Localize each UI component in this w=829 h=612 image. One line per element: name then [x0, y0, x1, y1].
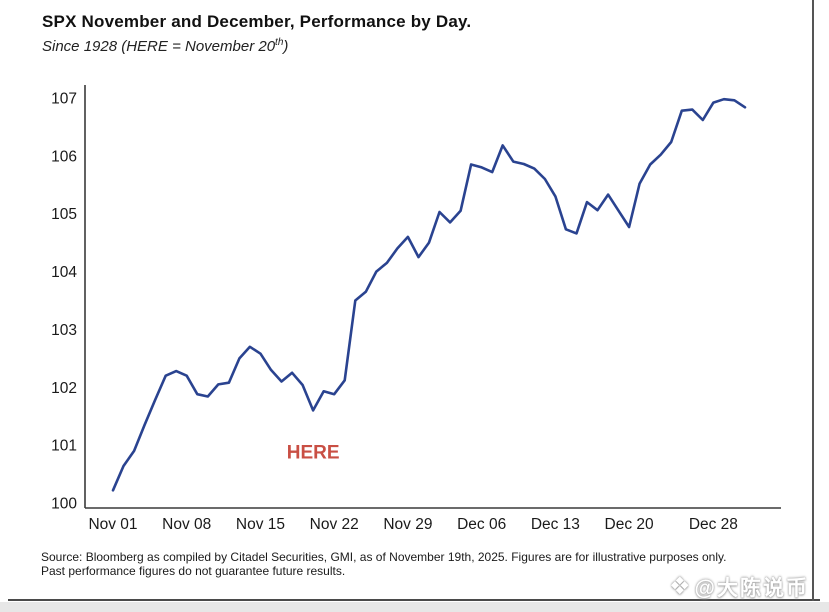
spx-performance-line [111, 97, 747, 492]
watermark: ❖ @大陈说币 [669, 572, 809, 602]
y-tick-label: 107 [51, 91, 77, 108]
watermark-text: @大陈说币 [694, 577, 809, 600]
page-title: SPX November and December, Performance b… [42, 12, 472, 31]
binance-diamond-icon: ❖ [669, 573, 691, 600]
y-tick-label: 102 [51, 380, 77, 397]
x-tick-label: Dec 28 [689, 516, 738, 533]
here-annotation: HERE [287, 442, 340, 463]
x-tick-label: Dec 06 [457, 516, 506, 533]
y-tick-label: 103 [51, 322, 77, 339]
x-tick-label: Nov 08 [162, 516, 211, 533]
source-note: Source: Bloomberg as compiled by Citadel… [41, 550, 781, 578]
x-tick-label: Nov 29 [383, 516, 432, 533]
y-tick-label: 105 [51, 206, 77, 223]
subtitle-superscript: th [275, 37, 284, 48]
x-tick-label: Nov 15 [236, 516, 285, 533]
y-tick-label: 101 [51, 438, 77, 455]
frame-right-rule [812, 0, 814, 601]
source-line-1: Source: Bloomberg as compiled by Citadel… [41, 550, 727, 564]
subtitle-suffix: ) [283, 38, 289, 55]
subtitle-prefix: Since 1928 (HERE = November 20 [42, 38, 276, 55]
x-tick-label: Dec 20 [605, 516, 654, 533]
x-tick-label: Nov 22 [310, 516, 359, 533]
x-tick-label: Nov 01 [88, 516, 137, 533]
frame-bottom-rule [8, 599, 820, 601]
source-line-2: Past performance figures do not guarante… [41, 564, 346, 578]
y-tick-label: 100 [51, 496, 77, 513]
bottom-gray-strip [0, 602, 829, 612]
y-tick-label: 104 [51, 264, 77, 281]
chart-subtitle: Since 1928 (HERE = November 20th) [42, 37, 289, 56]
x-tick-label: Dec 13 [531, 516, 580, 533]
y-tick-label: 106 [51, 148, 77, 165]
